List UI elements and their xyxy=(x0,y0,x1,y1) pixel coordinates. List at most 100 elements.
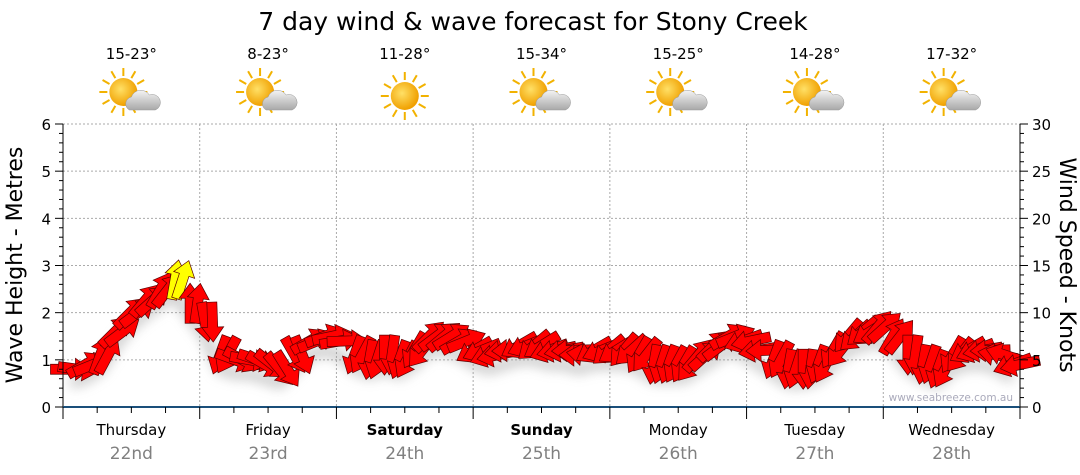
date-label: 23rd xyxy=(249,444,288,464)
sun-ray xyxy=(677,70,684,79)
sun-cloud-icon xyxy=(782,68,845,116)
y-tick-label-left: 4 xyxy=(41,210,51,228)
sun-ray xyxy=(102,79,111,85)
y-tick-label-right: 20 xyxy=(1032,210,1051,228)
sun-ray xyxy=(657,70,664,79)
y-tick-label-right: 25 xyxy=(1032,163,1051,181)
sun-ray xyxy=(411,109,418,118)
cloud-shape xyxy=(672,89,708,111)
sun-ray xyxy=(383,83,392,89)
sun-icon xyxy=(380,72,429,120)
temperature-range: 14-28° xyxy=(789,45,840,63)
grid xyxy=(63,123,1020,407)
chart-title: 7 day wind & wave forecast for Stony Cre… xyxy=(258,7,808,36)
sun-ray xyxy=(247,105,253,114)
wind-arrow xyxy=(999,354,1042,377)
sun-ray xyxy=(785,79,794,85)
y-tick-label-left: 3 xyxy=(41,258,51,276)
sun-ray xyxy=(238,99,247,105)
temperature-range: 11-28° xyxy=(379,45,430,63)
y-tick-label-left: 6 xyxy=(41,116,51,134)
sun-ray xyxy=(391,109,398,118)
sun-ray xyxy=(238,79,247,85)
wind-arrow xyxy=(201,301,225,343)
sun-disc xyxy=(390,82,419,110)
sun-ray xyxy=(785,99,794,105)
sun-ray xyxy=(102,99,111,105)
axes: 0 1 2 3 4 5 6 0 5 10 15 20 25 30 Thursday 22nd Friday 23r… xyxy=(41,116,1051,464)
sun-ray xyxy=(267,70,273,79)
sun-ray xyxy=(922,79,931,85)
sun-ray xyxy=(922,99,931,105)
sun-ray xyxy=(520,105,527,114)
sun-ray xyxy=(794,70,800,79)
sun-ray xyxy=(110,70,117,79)
sun-ray xyxy=(930,105,937,114)
sun-ray xyxy=(814,70,820,79)
y-tick-label-right: 10 xyxy=(1032,305,1051,323)
day-forecast-header: 15-23° 8-23° 11-28° 15-34° 15-25° 14-28° 17-32… xyxy=(99,45,981,120)
sun-ray xyxy=(512,79,521,85)
date-label: 25th xyxy=(522,444,561,464)
sun-ray xyxy=(391,74,398,83)
sun-ray xyxy=(683,79,692,85)
y-axis-right-label: Wind Speed - Knots xyxy=(1054,157,1079,372)
sun-ray xyxy=(130,70,137,79)
sun-cloud-icon xyxy=(236,68,298,116)
sun-ray xyxy=(247,70,253,79)
y-tick-label-right: 0 xyxy=(1032,399,1042,417)
temperature-range: 15-25° xyxy=(653,45,704,63)
sun-ray xyxy=(950,70,957,79)
wind-arrow xyxy=(171,260,196,301)
temperature-range: 17-32° xyxy=(926,45,977,63)
sun-ray xyxy=(110,105,117,114)
sun-ray xyxy=(820,79,829,85)
day-label: Friday xyxy=(245,421,291,439)
sun-ray xyxy=(648,99,657,105)
sun-ray xyxy=(411,74,418,83)
day-label: Monday xyxy=(649,421,708,439)
y-axis-left-label: Wave Height - Metres xyxy=(3,147,28,384)
day-label: Saturday xyxy=(367,421,444,439)
day-label: Thursday xyxy=(95,421,166,439)
watermark: www.seabreeze.com.au xyxy=(889,392,1013,404)
cloud-shape xyxy=(262,89,298,111)
sun-ray xyxy=(418,83,427,89)
date-label: 26th xyxy=(659,444,698,464)
sun-ray xyxy=(273,79,282,85)
sun-ray xyxy=(794,105,800,114)
day-label: Tuesday xyxy=(783,421,845,439)
date-label: 24th xyxy=(385,444,424,464)
day-label: Wednesday xyxy=(908,421,995,439)
y-tick-label-left: 5 xyxy=(41,163,51,181)
sun-ray xyxy=(956,79,965,85)
y-tick-label-left: 0 xyxy=(41,399,51,417)
temperature-range: 15-23° xyxy=(106,45,157,63)
date-label: 28th xyxy=(932,444,971,464)
sun-ray xyxy=(136,79,145,85)
cloud-shape xyxy=(945,89,981,111)
sun-cloud-icon xyxy=(509,68,571,116)
sun-ray xyxy=(546,79,555,85)
temperature-range: 8-23° xyxy=(247,45,289,63)
y-tick-label-left: 2 xyxy=(41,305,51,323)
sun-ray xyxy=(512,99,521,105)
cloud-shape xyxy=(125,89,161,111)
y-tick-label-right: 5 xyxy=(1032,352,1042,370)
y-tick-label-right: 15 xyxy=(1032,258,1051,276)
sun-cloud-icon xyxy=(99,68,161,116)
sun-cloud-icon xyxy=(919,68,981,116)
day-label: Sunday xyxy=(510,421,573,439)
wind-arrows xyxy=(50,259,1042,390)
temperature-range: 15-34° xyxy=(516,45,567,63)
date-label: 27th xyxy=(795,444,834,464)
sun-ray xyxy=(418,103,427,109)
date-label: 22nd xyxy=(110,444,153,464)
sun-ray xyxy=(930,70,937,79)
sun-cloud-icon xyxy=(646,68,708,116)
cloud-shape xyxy=(535,89,571,111)
sun-ray xyxy=(383,103,392,109)
y-tick-label-left: 1 xyxy=(41,352,51,370)
cloud-shape xyxy=(809,89,845,111)
